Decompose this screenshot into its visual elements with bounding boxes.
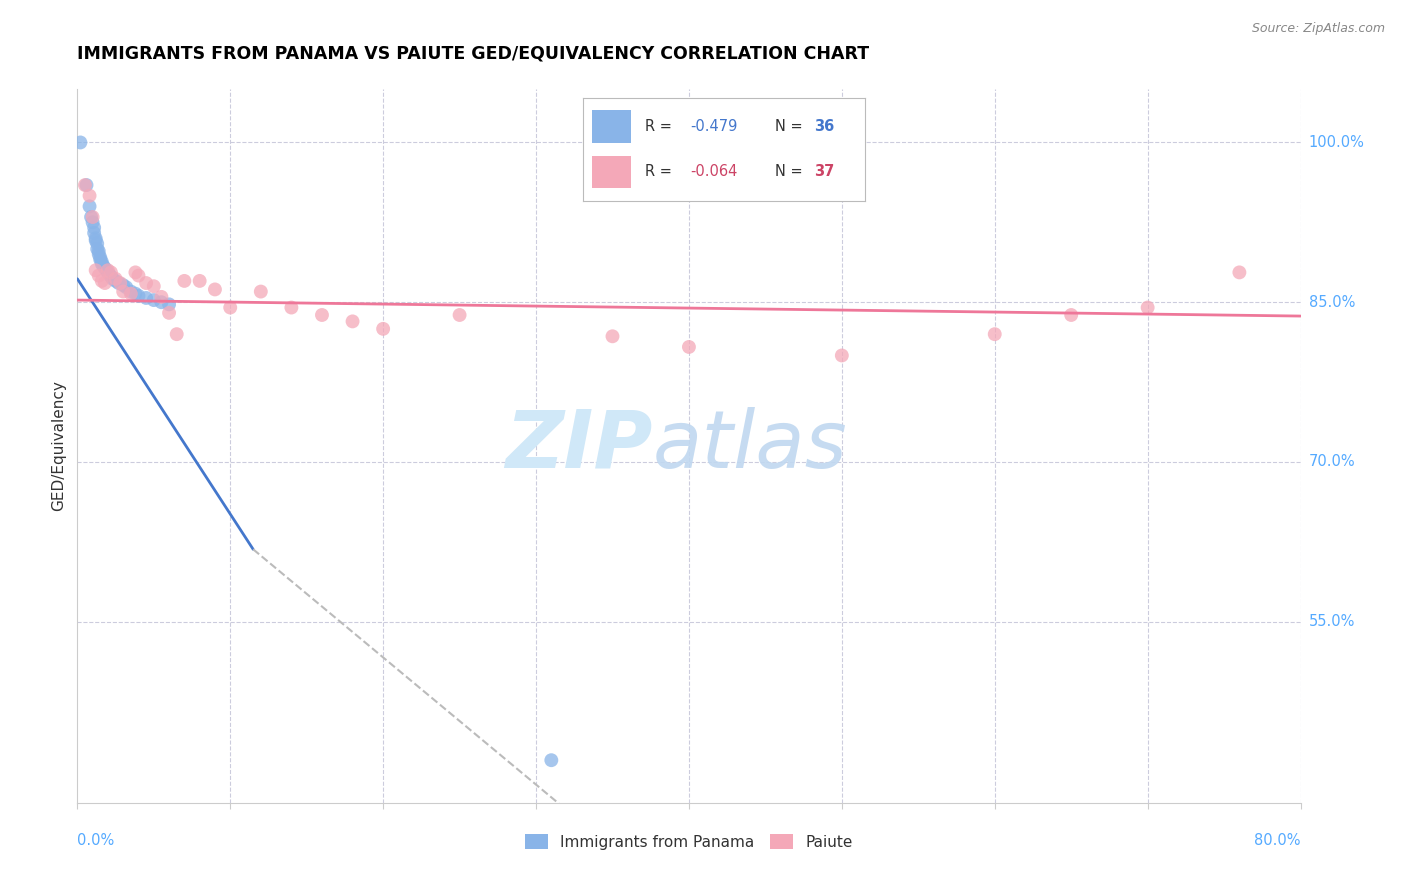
Point xyxy=(371,322,394,336)
Point xyxy=(73,178,96,192)
Point xyxy=(150,295,173,310)
Text: -0.064: -0.064 xyxy=(690,164,738,179)
Point xyxy=(449,308,471,322)
Text: 55.0%: 55.0% xyxy=(1309,615,1355,629)
Point xyxy=(101,272,124,286)
Point xyxy=(83,226,105,240)
Point xyxy=(98,268,121,282)
Point xyxy=(76,178,98,192)
Text: IMMIGRANTS FROM PANAMA VS PAIUTE GED/EQUIVALENCY CORRELATION CHART: IMMIGRANTS FROM PANAMA VS PAIUTE GED/EQU… xyxy=(77,45,869,62)
Bar xyxy=(592,155,631,188)
Point xyxy=(91,259,114,273)
Point xyxy=(984,327,1007,342)
Point xyxy=(90,257,112,271)
Point xyxy=(1136,301,1159,315)
Point xyxy=(157,297,180,311)
Point xyxy=(90,254,112,268)
Point xyxy=(100,265,122,279)
Point xyxy=(69,136,91,150)
Point xyxy=(94,276,117,290)
Point xyxy=(87,268,110,283)
Point xyxy=(84,234,107,248)
Point xyxy=(112,278,135,293)
Point xyxy=(250,285,273,299)
Point xyxy=(84,231,107,245)
Point xyxy=(135,291,157,305)
Text: Source: ZipAtlas.com: Source: ZipAtlas.com xyxy=(1251,22,1385,36)
Point xyxy=(219,301,242,315)
Point xyxy=(82,210,104,224)
Point xyxy=(79,199,101,213)
Point xyxy=(831,349,853,363)
Text: 70.0%: 70.0% xyxy=(1309,455,1355,469)
Point xyxy=(678,340,700,354)
Point xyxy=(86,236,108,251)
Point xyxy=(120,285,142,299)
Point xyxy=(1060,308,1083,322)
Point xyxy=(540,753,562,767)
Point xyxy=(1229,265,1251,279)
Point xyxy=(87,244,110,258)
Point xyxy=(173,274,195,288)
Point xyxy=(142,279,165,293)
Point xyxy=(112,285,135,299)
Point xyxy=(127,289,149,303)
Text: 85.0%: 85.0% xyxy=(1309,294,1355,310)
Point xyxy=(124,265,146,279)
Point xyxy=(89,252,111,267)
Point xyxy=(107,276,129,290)
Bar xyxy=(592,111,631,144)
Point xyxy=(108,276,131,290)
Y-axis label: GED/Equivalency: GED/Equivalency xyxy=(51,381,66,511)
Text: -0.479: -0.479 xyxy=(690,120,738,135)
Text: N =: N = xyxy=(775,120,807,135)
Point xyxy=(135,276,157,290)
Point xyxy=(204,282,226,296)
Point xyxy=(84,263,107,277)
Point xyxy=(342,314,364,328)
Text: R =: R = xyxy=(645,164,676,179)
Text: 0.0%: 0.0% xyxy=(77,833,114,848)
Point xyxy=(120,286,142,301)
Text: 36: 36 xyxy=(814,120,834,135)
Point xyxy=(97,263,120,277)
Point xyxy=(157,306,180,320)
Point xyxy=(100,269,122,284)
Point xyxy=(142,293,165,307)
Point xyxy=(124,286,146,301)
Point xyxy=(104,274,127,288)
Point xyxy=(90,274,112,288)
Point xyxy=(311,308,333,322)
Point xyxy=(280,301,302,315)
Text: 80.0%: 80.0% xyxy=(1254,833,1301,848)
Point xyxy=(89,251,111,265)
Point xyxy=(166,327,188,342)
Point xyxy=(127,268,149,283)
Text: R =: R = xyxy=(645,120,676,135)
Text: N =: N = xyxy=(775,164,807,179)
Point xyxy=(79,188,101,202)
Point xyxy=(94,261,117,276)
Point xyxy=(82,215,104,229)
Point xyxy=(602,329,624,343)
Text: ZIP: ZIP xyxy=(505,407,652,485)
Point xyxy=(97,265,120,279)
Point xyxy=(86,242,108,256)
Point xyxy=(80,210,103,224)
Text: 100.0%: 100.0% xyxy=(1309,135,1365,150)
Point xyxy=(188,274,211,288)
Point xyxy=(104,272,127,286)
Point xyxy=(96,263,118,277)
Text: 37: 37 xyxy=(814,164,834,179)
Point xyxy=(83,220,105,235)
Point xyxy=(87,247,110,261)
Legend: Immigrants from Panama, Paiute: Immigrants from Panama, Paiute xyxy=(519,828,859,855)
Point xyxy=(150,290,173,304)
Text: atlas: atlas xyxy=(652,407,846,485)
Point xyxy=(115,280,138,294)
